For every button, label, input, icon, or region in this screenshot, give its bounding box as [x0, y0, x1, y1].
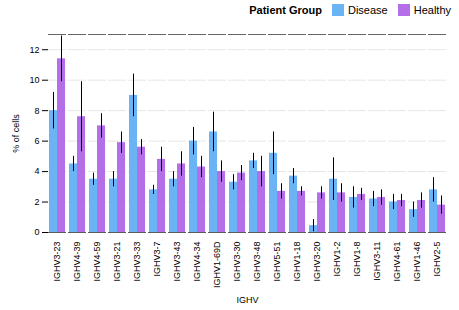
svg-text:IGHV4-59: IGHV4-59	[92, 242, 102, 282]
svg-text:IGHV4-39: IGHV4-39	[72, 242, 82, 282]
svg-text:IGHV3-11: IGHV3-11	[372, 242, 382, 281]
svg-text:IGHV3-20: IGHV3-20	[312, 242, 322, 282]
svg-text:IGHV3-7: IGHV3-7	[152, 242, 162, 277]
svg-text:4: 4	[34, 166, 39, 176]
svg-text:% of cells: % of cells	[11, 114, 21, 153]
svg-text:0: 0	[34, 227, 39, 237]
svg-text:IGHV3-21: IGHV3-21	[112, 242, 122, 282]
svg-text:IGHV: IGHV	[236, 295, 258, 305]
svg-text:IGHV1-18: IGHV1-18	[292, 242, 302, 282]
svg-text:IGHV3-33: IGHV3-33	[132, 242, 142, 282]
svg-text:IGHV5-51: IGHV5-51	[272, 242, 282, 282]
svg-text:IGHV4-61: IGHV4-61	[392, 242, 402, 282]
svg-text:IGHV3-23: IGHV3-23	[52, 242, 62, 282]
svg-text:IGHV3-30: IGHV3-30	[232, 242, 242, 282]
svg-text:10: 10	[29, 75, 39, 85]
svg-text:IGHV2-5: IGHV2-5	[432, 242, 442, 277]
svg-text:6: 6	[34, 136, 39, 146]
svg-text:IGHV3-43: IGHV3-43	[172, 242, 182, 282]
svg-text:IGHV1-69D: IGHV1-69D	[212, 241, 222, 288]
svg-text:IGHV1-46: IGHV1-46	[412, 242, 422, 282]
svg-text:IGHV3-48: IGHV3-48	[252, 242, 262, 282]
svg-text:IGHV4-34: IGHV4-34	[192, 242, 202, 282]
svg-text:8: 8	[34, 106, 39, 116]
svg-text:IGHV1-2: IGHV1-2	[332, 242, 342, 277]
html-text:Patient Group: Patient Group	[249, 4, 322, 16]
svg-text:12: 12	[29, 45, 39, 55]
svg-text:IGHV1-8: IGHV1-8	[352, 242, 362, 277]
svg-text:2: 2	[34, 197, 39, 207]
html-text:Healthy: Healthy	[413, 4, 451, 16]
html-text:Disease: Disease	[348, 4, 388, 16]
